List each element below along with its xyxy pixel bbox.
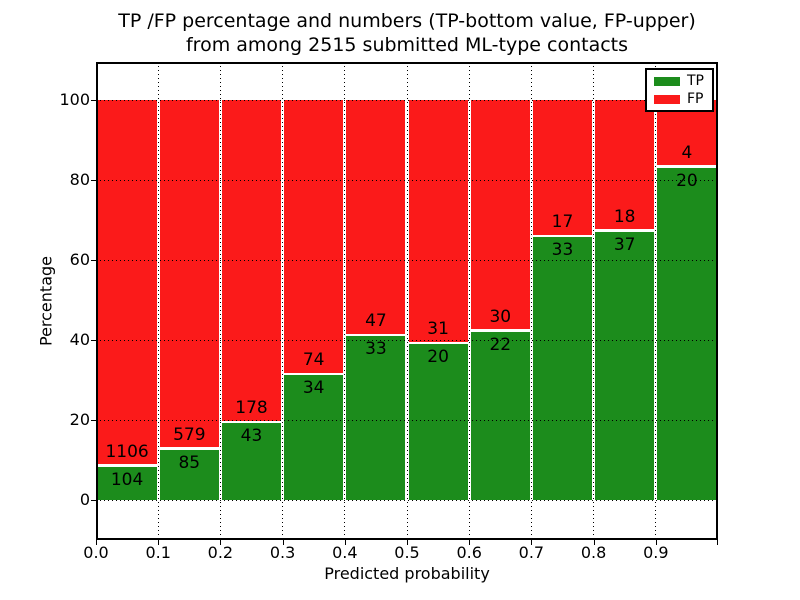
x-tick — [469, 540, 471, 545]
x-gridline — [282, 62, 284, 540]
tp-bar-segment — [97, 466, 157, 500]
tp-bar-segment — [159, 449, 219, 500]
fp-count-label: 4 — [681, 142, 693, 163]
x-axis-label: Predicted probability — [324, 564, 490, 583]
x-gridline — [344, 62, 346, 540]
tp-bar-segment — [470, 331, 530, 500]
x-gridline — [655, 62, 657, 540]
x-tick — [407, 540, 408, 545]
x-tick — [96, 540, 97, 545]
x-tick — [531, 540, 533, 545]
y-gridline — [96, 420, 718, 421]
y-tick-label: 80 — [69, 170, 90, 189]
fp-bar-segment — [346, 100, 406, 334]
y-tick — [91, 340, 96, 341]
x-gridline — [593, 62, 595, 540]
fp-bar-segment — [159, 100, 219, 448]
fp-bar-segment — [97, 100, 157, 465]
fp-swatch-icon — [654, 94, 680, 104]
y-gridline — [96, 340, 718, 341]
tp-count-label: 43 — [240, 426, 263, 447]
legend-row-fp: FP — [654, 92, 712, 106]
tp-count-label: 20 — [427, 347, 449, 368]
x-tick — [344, 540, 346, 545]
chart-title-line1: TP /FP percentage and numbers (TP-bottom… — [118, 10, 696, 32]
x-gridline — [530, 62, 532, 540]
x-gridline — [157, 62, 159, 540]
fp-count-label: 17 — [551, 212, 574, 232]
tp-bar-segment — [284, 375, 344, 500]
x-tick-label: 0.8 — [580, 543, 607, 562]
fp-bar-segment — [532, 100, 593, 235]
legend-row-tp: TP — [654, 74, 712, 88]
y-gridline — [96, 260, 718, 261]
fp-bar-segment — [470, 100, 530, 330]
x-tick — [282, 540, 284, 545]
tp-count-label: 20 — [676, 170, 698, 191]
fp-count-label: 1106 — [105, 441, 149, 462]
fp-count-label: 178 — [235, 398, 268, 419]
y-tick-label: 40 — [69, 330, 90, 349]
y-tick-label: 60 — [69, 250, 90, 269]
y-tick-label: 100 — [59, 90, 90, 109]
tp-swatch-icon — [654, 76, 680, 86]
fp-count-label: 30 — [489, 306, 512, 327]
x-tick — [593, 540, 595, 545]
x-gridline — [468, 62, 470, 540]
y-tick — [91, 180, 96, 181]
fp-bar-segment — [595, 100, 655, 230]
fp-count-label: 18 — [613, 206, 636, 227]
tp-count-label: 104 — [110, 469, 144, 490]
x-tick — [220, 540, 222, 545]
y-gridline — [96, 500, 718, 501]
y-tick-label: 0 — [79, 490, 90, 509]
chart-title: TP /FP percentage and numbers (TP-bottom… — [96, 9, 718, 57]
y-tick — [91, 420, 96, 421]
legend-label-fp: FP — [687, 91, 704, 107]
x-tick-label: 0.0 — [83, 543, 109, 562]
x-tick-label: 0.2 — [207, 543, 234, 562]
x-tick — [717, 540, 718, 545]
legend-label-tp: TP — [687, 73, 704, 89]
tp-bar-segment — [657, 167, 717, 500]
tp-count-label: 33 — [551, 240, 574, 260]
tp-count-label: 33 — [365, 339, 387, 359]
x-tick — [655, 540, 657, 545]
fp-bar-segment — [408, 100, 468, 342]
fp-count-label: 74 — [302, 350, 325, 371]
tp-bar-segment — [408, 344, 468, 500]
tp-count-label: 34 — [302, 378, 325, 399]
x-tick — [158, 540, 160, 545]
x-tick-label: 0.4 — [332, 543, 358, 562]
x-tick-label: 0.7 — [518, 543, 545, 562]
y-gridline — [96, 100, 718, 101]
tp-count-label: 37 — [613, 234, 636, 255]
fp-count-label: 579 — [173, 424, 206, 445]
tp-count-label: 22 — [489, 334, 512, 355]
tp-bar-segment — [221, 423, 282, 500]
x-tick-label: 0.5 — [394, 543, 420, 562]
tp-bar-segment — [595, 231, 655, 500]
fp-count-label: 31 — [427, 319, 449, 340]
y-tick — [91, 260, 96, 261]
chart-title-line2: from among 2515 submitted ML-type contac… — [185, 34, 629, 56]
tp-bar-segment — [532, 237, 593, 500]
x-tick-label: 0.6 — [456, 543, 482, 562]
fp-count-label: 47 — [365, 311, 387, 331]
x-gridline — [219, 62, 221, 540]
y-tick — [91, 100, 96, 101]
x-tick-label: 0.1 — [145, 543, 171, 562]
y-tick — [91, 500, 96, 501]
y-tick-label: 20 — [69, 410, 90, 429]
x-gridline — [406, 62, 408, 540]
legend: TP FP — [645, 68, 714, 112]
y-gridline — [96, 180, 718, 181]
x-tick-label: 0.9 — [643, 543, 669, 562]
x-tick-label: 0.3 — [269, 543, 296, 562]
tp-bar-segment — [346, 336, 406, 500]
tp-count-label: 85 — [178, 452, 201, 473]
fp-bar-segment — [284, 100, 344, 373]
